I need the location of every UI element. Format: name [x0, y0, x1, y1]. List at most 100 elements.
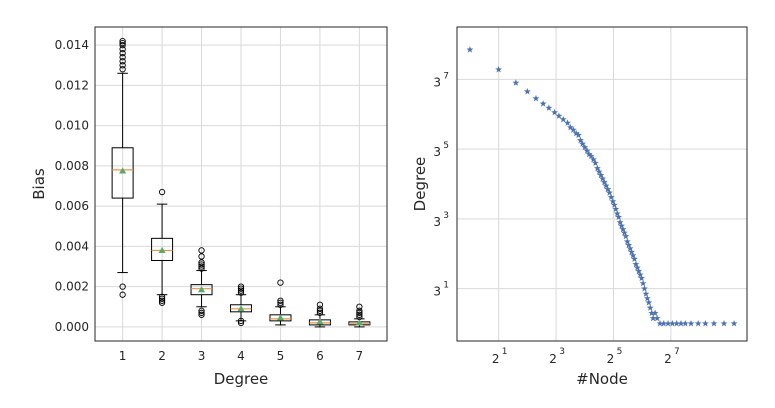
x-tick-label: 5	[277, 349, 285, 363]
data-point	[572, 129, 580, 137]
data-point	[559, 115, 567, 123]
data-point	[587, 152, 595, 159]
data-point	[551, 108, 559, 116]
box-3	[190, 247, 213, 318]
outlier-point	[119, 58, 126, 65]
outlier-point	[198, 263, 205, 270]
data-point	[589, 155, 597, 163]
x-axis-label: Degree	[214, 370, 269, 388]
plot-frame	[94, 26, 388, 342]
mean-marker	[119, 167, 127, 174]
x-axis-label: #Node	[576, 370, 628, 388]
data-point	[646, 304, 654, 311]
y-tick-label: 0.002	[55, 280, 89, 294]
data-point	[523, 87, 531, 95]
mean-marker	[355, 319, 363, 326]
outlier-point	[198, 247, 205, 254]
y-tick-label: 0.006	[55, 199, 89, 213]
outlier-point	[119, 41, 126, 49]
outlier-point	[237, 285, 245, 292]
data-point	[720, 319, 728, 327]
outlier-point	[119, 54, 126, 61]
data-point	[636, 271, 644, 278]
data-point	[642, 290, 650, 297]
x-tick-exponent: 1	[502, 347, 508, 357]
outlier-point	[158, 297, 166, 304]
data-point	[606, 189, 613, 196]
y-tick-label: 0.010	[55, 119, 89, 133]
data-point	[607, 193, 615, 201]
outlier-point	[316, 305, 324, 312]
y-tick-label: 0.014	[55, 38, 89, 52]
x-tick-label: 3	[198, 349, 206, 363]
data-point	[687, 319, 695, 327]
outlier-point	[119, 62, 126, 69]
data-point	[677, 319, 685, 327]
data-point	[532, 94, 540, 102]
data-point	[619, 225, 627, 233]
outlier-point	[158, 295, 166, 302]
mean-marker	[237, 305, 245, 312]
y-tick-exponent: 7	[443, 71, 449, 81]
outlier-point	[119, 291, 126, 298]
data-point	[566, 123, 574, 131]
y-tick-label: 0.004	[55, 239, 89, 253]
data-point	[555, 112, 563, 119]
data-point	[616, 218, 624, 226]
data-point	[649, 314, 657, 322]
data-point	[653, 314, 661, 322]
iqr-box	[190, 284, 213, 296]
data-point	[643, 294, 651, 302]
data-point	[681, 319, 689, 327]
outlier-point	[119, 39, 126, 47]
data-point	[701, 319, 709, 327]
y-tick-label: 0.000	[55, 320, 89, 334]
data-point	[545, 104, 553, 111]
x-tick-base: 2	[549, 352, 557, 366]
data-point	[628, 248, 635, 255]
y-tick-label: 0.008	[55, 159, 89, 173]
x-tick-label: 4	[237, 349, 245, 363]
x-tick-label: 6	[316, 349, 324, 363]
outlier-point	[237, 319, 245, 327]
y-tick-label: 0.012	[55, 78, 89, 92]
outlier-point	[356, 309, 363, 316]
iqr-box	[151, 237, 174, 261]
data-point	[664, 319, 672, 327]
box-2	[151, 188, 174, 306]
data-point	[623, 237, 631, 245]
data-point	[638, 274, 646, 282]
data-point	[730, 319, 738, 327]
outlier-point	[119, 37, 126, 45]
data-point	[618, 222, 625, 229]
data-point	[569, 126, 577, 133]
outlier-point	[198, 259, 205, 266]
outlier-point	[356, 307, 363, 314]
mean-marker	[316, 318, 324, 325]
data-point	[612, 205, 620, 213]
mean-marker	[276, 314, 285, 321]
data-point	[620, 229, 628, 236]
outlier-point	[316, 309, 324, 316]
outlier-point	[198, 309, 205, 316]
data-point	[615, 213, 623, 221]
outlier-point	[198, 261, 205, 268]
data-point	[625, 241, 633, 248]
data-point	[641, 285, 648, 292]
outlier-point	[356, 303, 363, 310]
outlier-point	[158, 299, 166, 306]
y-tick-base: 3	[433, 215, 441, 229]
data-point	[668, 319, 676, 327]
x-tick-base: 2	[492, 352, 500, 366]
outlier-point	[237, 283, 245, 290]
outlier-point	[198, 311, 205, 318]
x-tick-base: 2	[607, 352, 615, 366]
data-point	[539, 100, 547, 107]
outlier-point	[356, 311, 363, 318]
x-tick-base: 2	[664, 352, 672, 366]
y-axis-label: Bias	[30, 168, 48, 200]
data-point	[645, 299, 653, 306]
outlier-point	[158, 188, 166, 196]
outlier-point	[277, 297, 284, 304]
